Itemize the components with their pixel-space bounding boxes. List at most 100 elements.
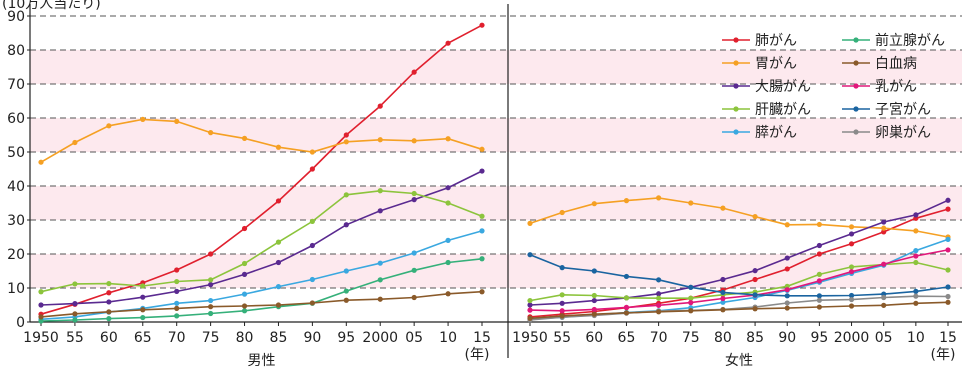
data-point-colon (816, 242, 822, 249)
data-point-prostate (208, 310, 214, 317)
x-tick-label: 55 (553, 330, 571, 346)
data-point-lung (784, 266, 790, 272)
data-point-stomach (309, 149, 315, 155)
legend-label: 膵がん (755, 125, 797, 141)
data-point-pancreas (208, 297, 214, 304)
y-tick-label: 10 (7, 281, 25, 297)
x-tick-label: 75 (202, 330, 220, 346)
x-tick-label: 10 (439, 330, 457, 346)
data-point-uterus (720, 289, 726, 296)
data-point-pancreas (343, 268, 349, 274)
data-point-stomach (623, 198, 630, 204)
x-tick-label: 60 (100, 330, 118, 346)
data-point-prostate (38, 318, 44, 324)
legend-marker (733, 106, 739, 112)
data-point-stomach (527, 220, 533, 226)
data-point-uterus (623, 273, 630, 280)
data-point-lung (445, 40, 451, 46)
data-point-colon (38, 302, 44, 308)
data-point-liver (343, 192, 349, 198)
data-point-stomach (343, 139, 349, 145)
data-point-uterus (559, 265, 565, 271)
data-point-liver (848, 264, 855, 270)
data-point-colon (343, 222, 349, 228)
legend-marker (853, 129, 859, 135)
data-point-colon (784, 255, 790, 261)
x-tick-labels: 1950 55 60 65 70 75 80 85 90 95 2000 05 10 15 1950 55 60… (23, 322, 957, 346)
data-point-lung (377, 103, 383, 109)
data-point-liver (688, 295, 694, 301)
data-point-leukemia (445, 291, 451, 297)
data-point-colon (945, 197, 951, 203)
data-point-prostate (479, 256, 485, 262)
data-point-pancreas (411, 250, 417, 256)
band-3 (30, 50, 962, 84)
legend-item-leukemia: 白血病 (842, 56, 917, 72)
data-point-leukemia (591, 311, 597, 317)
data-point-leukemia (784, 305, 790, 311)
x-tick-label: 90 (778, 330, 796, 346)
x-tick-label: 70 (650, 330, 668, 346)
data-point-lung (752, 276, 758, 283)
legend-item-liver: 肝臓がん (722, 102, 811, 118)
data-point-pancreas (445, 237, 451, 243)
data-point-stomach (38, 159, 44, 165)
legend-marker (733, 37, 739, 43)
data-point-colon (479, 168, 485, 174)
data-point-colon (241, 271, 248, 277)
data-point-stomach (411, 138, 417, 144)
legend-item-uterus: 子宮がん (842, 102, 931, 118)
data-point-stomach (752, 214, 758, 220)
x-tick-label: 1950 (512, 330, 548, 346)
data-point-stomach (881, 225, 887, 231)
legend-label: 肺がん (755, 33, 797, 49)
data-point-stomach (377, 137, 383, 143)
x-tick-label: 05 (405, 330, 423, 346)
data-point-uterus (816, 293, 822, 299)
data-point-breast (623, 304, 630, 310)
x-tick-label: 65 (618, 330, 636, 346)
data-point-uterus (913, 288, 919, 294)
data-point-leukemia (945, 299, 951, 305)
data-point-stomach (275, 144, 282, 150)
data-point-colon (275, 259, 282, 266)
y-tick-label: 80 (7, 43, 25, 59)
data-point-ovary (816, 297, 822, 303)
data-point-colon (527, 302, 533, 308)
legend-label: 子宮がん (875, 102, 931, 118)
data-point-colon (174, 288, 180, 294)
data-point-leukemia (106, 309, 112, 315)
legend-marker (733, 60, 739, 66)
legend-item-pancreas: 膵がん (722, 125, 797, 141)
data-point-colon (309, 242, 315, 249)
data-point-stomach (688, 200, 694, 206)
y-axis-label: (10万人当たり) (2, 0, 101, 12)
data-point-stomach (140, 116, 146, 122)
legend-label: 胃がん (755, 56, 797, 72)
y-tick-label: 90 (7, 9, 25, 25)
data-point-breast (688, 300, 694, 306)
data-point-pancreas (241, 291, 248, 297)
data-point-pancreas (174, 300, 180, 306)
legend-item-breast: 乳がん (842, 79, 917, 95)
data-point-breast (527, 307, 533, 313)
data-point-stomach (445, 136, 451, 142)
data-point-colon (913, 212, 919, 218)
x-tick-label: 85 (746, 330, 764, 346)
data-point-lung (479, 22, 485, 28)
data-point-colon (720, 276, 726, 283)
x-unit-label-female: (年) (931, 347, 956, 363)
x-tick-label: 15 (473, 330, 491, 346)
x-unit-label-male: (年) (465, 347, 490, 363)
data-point-lung (411, 69, 417, 75)
x-tick-label: 60 (585, 330, 603, 346)
x-tick-label: 55 (66, 330, 84, 346)
data-point-liver (411, 190, 417, 197)
data-point-breast (848, 269, 855, 275)
data-point-leukemia (848, 303, 855, 309)
legend-label: 前立腺がん (875, 32, 945, 49)
data-point-pancreas (309, 276, 315, 283)
data-point-prostate (241, 308, 248, 314)
data-point-lung (343, 132, 349, 138)
legend-marker (853, 106, 859, 112)
